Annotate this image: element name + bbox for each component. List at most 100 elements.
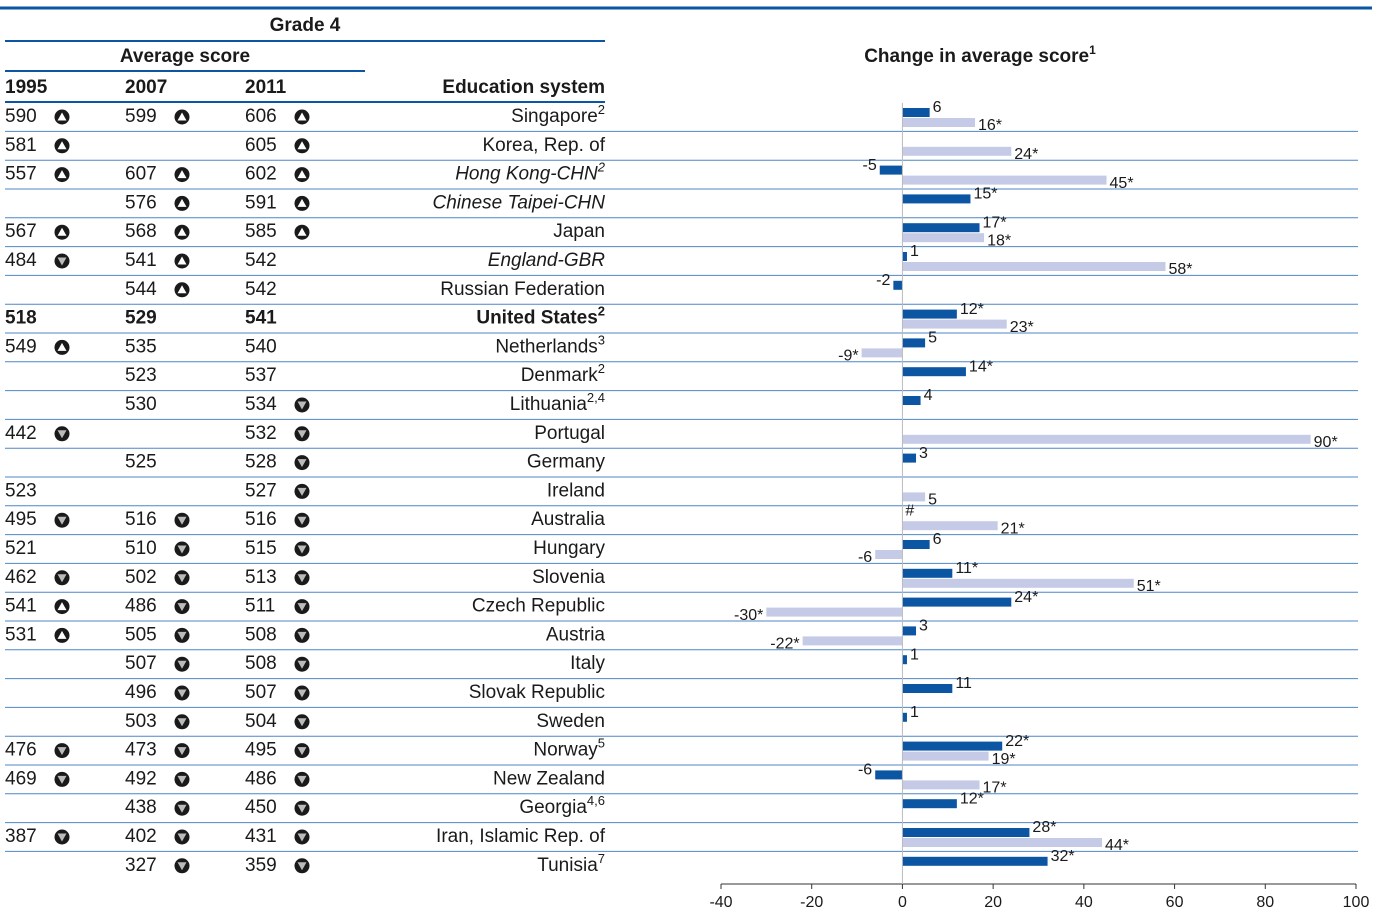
score: 567 xyxy=(5,221,37,242)
score: 530 xyxy=(125,394,157,415)
score: 532 xyxy=(245,423,277,444)
score: 557 xyxy=(5,164,37,185)
education-system: England-GBR xyxy=(488,250,606,271)
sig-arrow xyxy=(297,804,307,813)
system-name: Austria xyxy=(546,624,606,645)
education-system: Singapore2 xyxy=(511,102,605,127)
system-name: Ireland xyxy=(547,480,605,501)
score: 606 xyxy=(245,106,277,127)
value-label: 58* xyxy=(1169,261,1193,278)
sig-arrow xyxy=(177,660,187,669)
sig-arrow xyxy=(297,660,307,669)
sig-arrow xyxy=(177,747,187,756)
value-label: -22* xyxy=(770,636,799,653)
value-label: 12* xyxy=(960,301,984,318)
value-label: -6 xyxy=(858,549,872,566)
system-note: 2 xyxy=(598,102,605,117)
sig-arrow xyxy=(297,775,307,784)
col-head: 2011 xyxy=(245,77,287,98)
bar xyxy=(902,434,1311,444)
bar xyxy=(902,223,980,233)
system-name: Russian Federation xyxy=(440,279,605,300)
system-note: 4,6 xyxy=(587,794,605,809)
bar xyxy=(861,348,903,358)
bar xyxy=(902,319,1007,329)
system-note: 2,4 xyxy=(587,390,605,405)
x-tick-label: 0 xyxy=(898,894,907,911)
score: 581 xyxy=(5,135,37,156)
value-label: 24* xyxy=(1014,146,1038,163)
score: 523 xyxy=(5,480,37,501)
bar xyxy=(902,338,926,348)
x-tick-label: 80 xyxy=(1256,894,1274,911)
value-label: -9* xyxy=(838,348,858,365)
sig-arrow xyxy=(57,257,67,266)
system-note: 2 xyxy=(597,160,606,175)
sig-arrow xyxy=(297,718,307,727)
value-label: 11 xyxy=(955,675,972,692)
score: 521 xyxy=(5,538,37,559)
bar xyxy=(875,550,903,559)
bar xyxy=(879,165,903,175)
score: 516 xyxy=(125,509,157,530)
sig-arrow xyxy=(57,141,67,150)
system-name: Germany xyxy=(527,452,606,473)
value-label: 32* xyxy=(1051,848,1075,865)
sig-arrow xyxy=(177,170,187,179)
bar xyxy=(902,799,957,809)
education-system: Czech Republic xyxy=(472,596,605,617)
system-name: Tunisia xyxy=(537,855,598,876)
sig-arrow xyxy=(297,574,307,583)
system-name: Lithuania xyxy=(510,394,588,415)
sig-arrow xyxy=(177,718,187,727)
score: 507 xyxy=(125,653,157,674)
value-label: -30* xyxy=(734,607,763,624)
col-head: Education system xyxy=(442,77,605,98)
col-head: 1995 xyxy=(5,77,48,98)
score: 544 xyxy=(125,279,157,300)
score: 495 xyxy=(245,740,277,761)
value-label: 45* xyxy=(1110,175,1134,192)
score: 549 xyxy=(5,336,37,357)
bar xyxy=(902,568,953,578)
value-label: 28* xyxy=(1032,819,1056,836)
score: 585 xyxy=(245,221,277,242)
sig-arrow xyxy=(177,227,187,236)
score: 513 xyxy=(245,567,277,588)
value-label: 3 xyxy=(919,445,928,462)
bar xyxy=(902,540,930,549)
score: 602 xyxy=(245,164,277,185)
bar xyxy=(902,175,1107,185)
education-system: Iran, Islamic Rep. of xyxy=(436,826,606,847)
sig-arrow xyxy=(297,747,307,756)
score: 516 xyxy=(245,509,277,530)
score: 528 xyxy=(245,452,277,473)
bar xyxy=(902,233,985,243)
bar xyxy=(902,194,971,204)
sig-arrow xyxy=(297,170,307,179)
chart-title-note: 1 xyxy=(1089,43,1096,57)
score: 462 xyxy=(5,567,37,588)
education-system: Chinese Taipei-CHN xyxy=(433,192,606,213)
system-note: 7 xyxy=(598,851,605,866)
value-label: 6 xyxy=(933,99,942,116)
education-system: Austria xyxy=(546,624,606,645)
chart-title-text: Change in average score xyxy=(864,46,1089,67)
score: 540 xyxy=(245,336,277,357)
sig-arrow xyxy=(177,516,187,525)
x-tick-label: -40 xyxy=(709,894,732,911)
value-label: 18* xyxy=(987,232,1011,249)
system-name: Portugal xyxy=(534,423,605,444)
system-name: Czech Republic xyxy=(472,596,605,617)
bar xyxy=(902,396,921,405)
sig-arrow xyxy=(297,198,307,207)
bar xyxy=(902,262,1166,271)
sig-arrow xyxy=(57,775,67,784)
score: 502 xyxy=(125,567,157,588)
bar xyxy=(902,751,989,761)
score: 531 xyxy=(5,624,37,645)
system-note: 2 xyxy=(598,362,605,377)
bar xyxy=(902,367,966,377)
system-name: Georgia xyxy=(519,797,587,818)
sig-arrow xyxy=(177,545,187,554)
